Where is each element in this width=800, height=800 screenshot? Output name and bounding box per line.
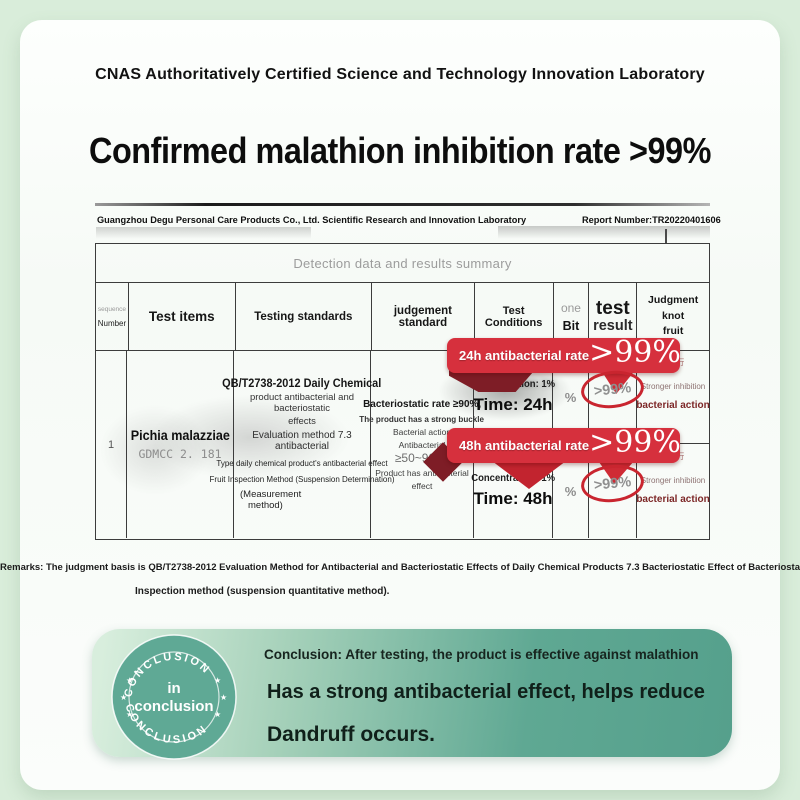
svg-text:★: ★ bbox=[220, 693, 227, 702]
svg-text:★: ★ bbox=[126, 710, 133, 719]
conclusion-line-2: Has a strong antibacterial effect, helps… bbox=[267, 681, 705, 703]
header-judgment: Judgment knot fruit bbox=[648, 293, 699, 338]
header-judgement-standard: judgement standard bbox=[372, 283, 475, 350]
table-header-row: sequence Number Test items Testing stand… bbox=[96, 283, 709, 351]
remarks-line-2: Inspection method (suspension quantitati… bbox=[135, 586, 390, 597]
svg-text:★: ★ bbox=[120, 693, 127, 702]
svg-text:★: ★ bbox=[214, 676, 221, 685]
badge-24h: 24h antibacterial rate >99% bbox=[447, 337, 681, 373]
photo-shadow bbox=[100, 405, 210, 495]
cnas-subtitle: CNAS Authoritatively Certified Science a… bbox=[95, 66, 705, 83]
conclusion-stamp-icon: CONCLUSION CONCLUSION in conclusion ★★★ … bbox=[111, 634, 237, 760]
cell-unit-48h: % bbox=[553, 444, 589, 538]
table-title: Detection data and results summary bbox=[96, 244, 709, 283]
stamp-center-line2: conclusion bbox=[134, 698, 213, 715]
stamp-stars: ★ ★ ★ ★ ★ ★ bbox=[120, 676, 227, 719]
results-table: Detection data and results summary seque… bbox=[95, 243, 710, 540]
header-unit: one Bit bbox=[554, 283, 590, 350]
lab-name: Guangzhou Degu Personal Care Products Co… bbox=[97, 215, 527, 226]
header-testing-standards: Testing standards bbox=[236, 283, 373, 350]
cell-test-item: Pichia malazziae GDMCC 2. 181 bbox=[127, 351, 234, 538]
badge-48h: 48h antibacterial rate >99% bbox=[447, 427, 681, 463]
cell-conditions-48h: Concentration: 1% Time: 48h bbox=[471, 444, 555, 538]
header-test-items: Test items bbox=[129, 283, 236, 350]
conclusion-line-1: Conclusion: After testing, the product i… bbox=[264, 647, 699, 662]
stamp-center-line1: in bbox=[167, 680, 180, 697]
report-number: Report Number:TR20220401606 bbox=[581, 215, 721, 226]
cell-result-48h bbox=[589, 444, 637, 538]
cell-sequence: 1 bbox=[96, 351, 127, 538]
photo-shadow bbox=[498, 226, 710, 239]
remarks-line-1: Remarks: The judgment basis is QB/T2738-… bbox=[0, 562, 800, 573]
photo-shadow bbox=[150, 395, 350, 480]
header-test-result: test result bbox=[589, 283, 638, 350]
header-sequence: sequence Number bbox=[96, 283, 129, 350]
photo-top-edge bbox=[95, 203, 710, 206]
cell-unit-24h: % bbox=[553, 351, 589, 443]
header-test-conditions: Test Conditions bbox=[475, 283, 554, 350]
svg-text:★: ★ bbox=[214, 710, 221, 719]
main-title: Confirmed malathion inhibition rate >99% bbox=[89, 130, 711, 171]
cell-testing-standards: QB/T2738-2012 Daily Chemical product ant… bbox=[210, 351, 395, 538]
cell-result-24h bbox=[589, 351, 637, 443]
svg-text:★: ★ bbox=[126, 676, 133, 685]
photo-shadow bbox=[96, 227, 311, 239]
conclusion-line-3: Dandruff occurs. bbox=[267, 723, 436, 746]
photo-fold-line bbox=[665, 229, 667, 244]
